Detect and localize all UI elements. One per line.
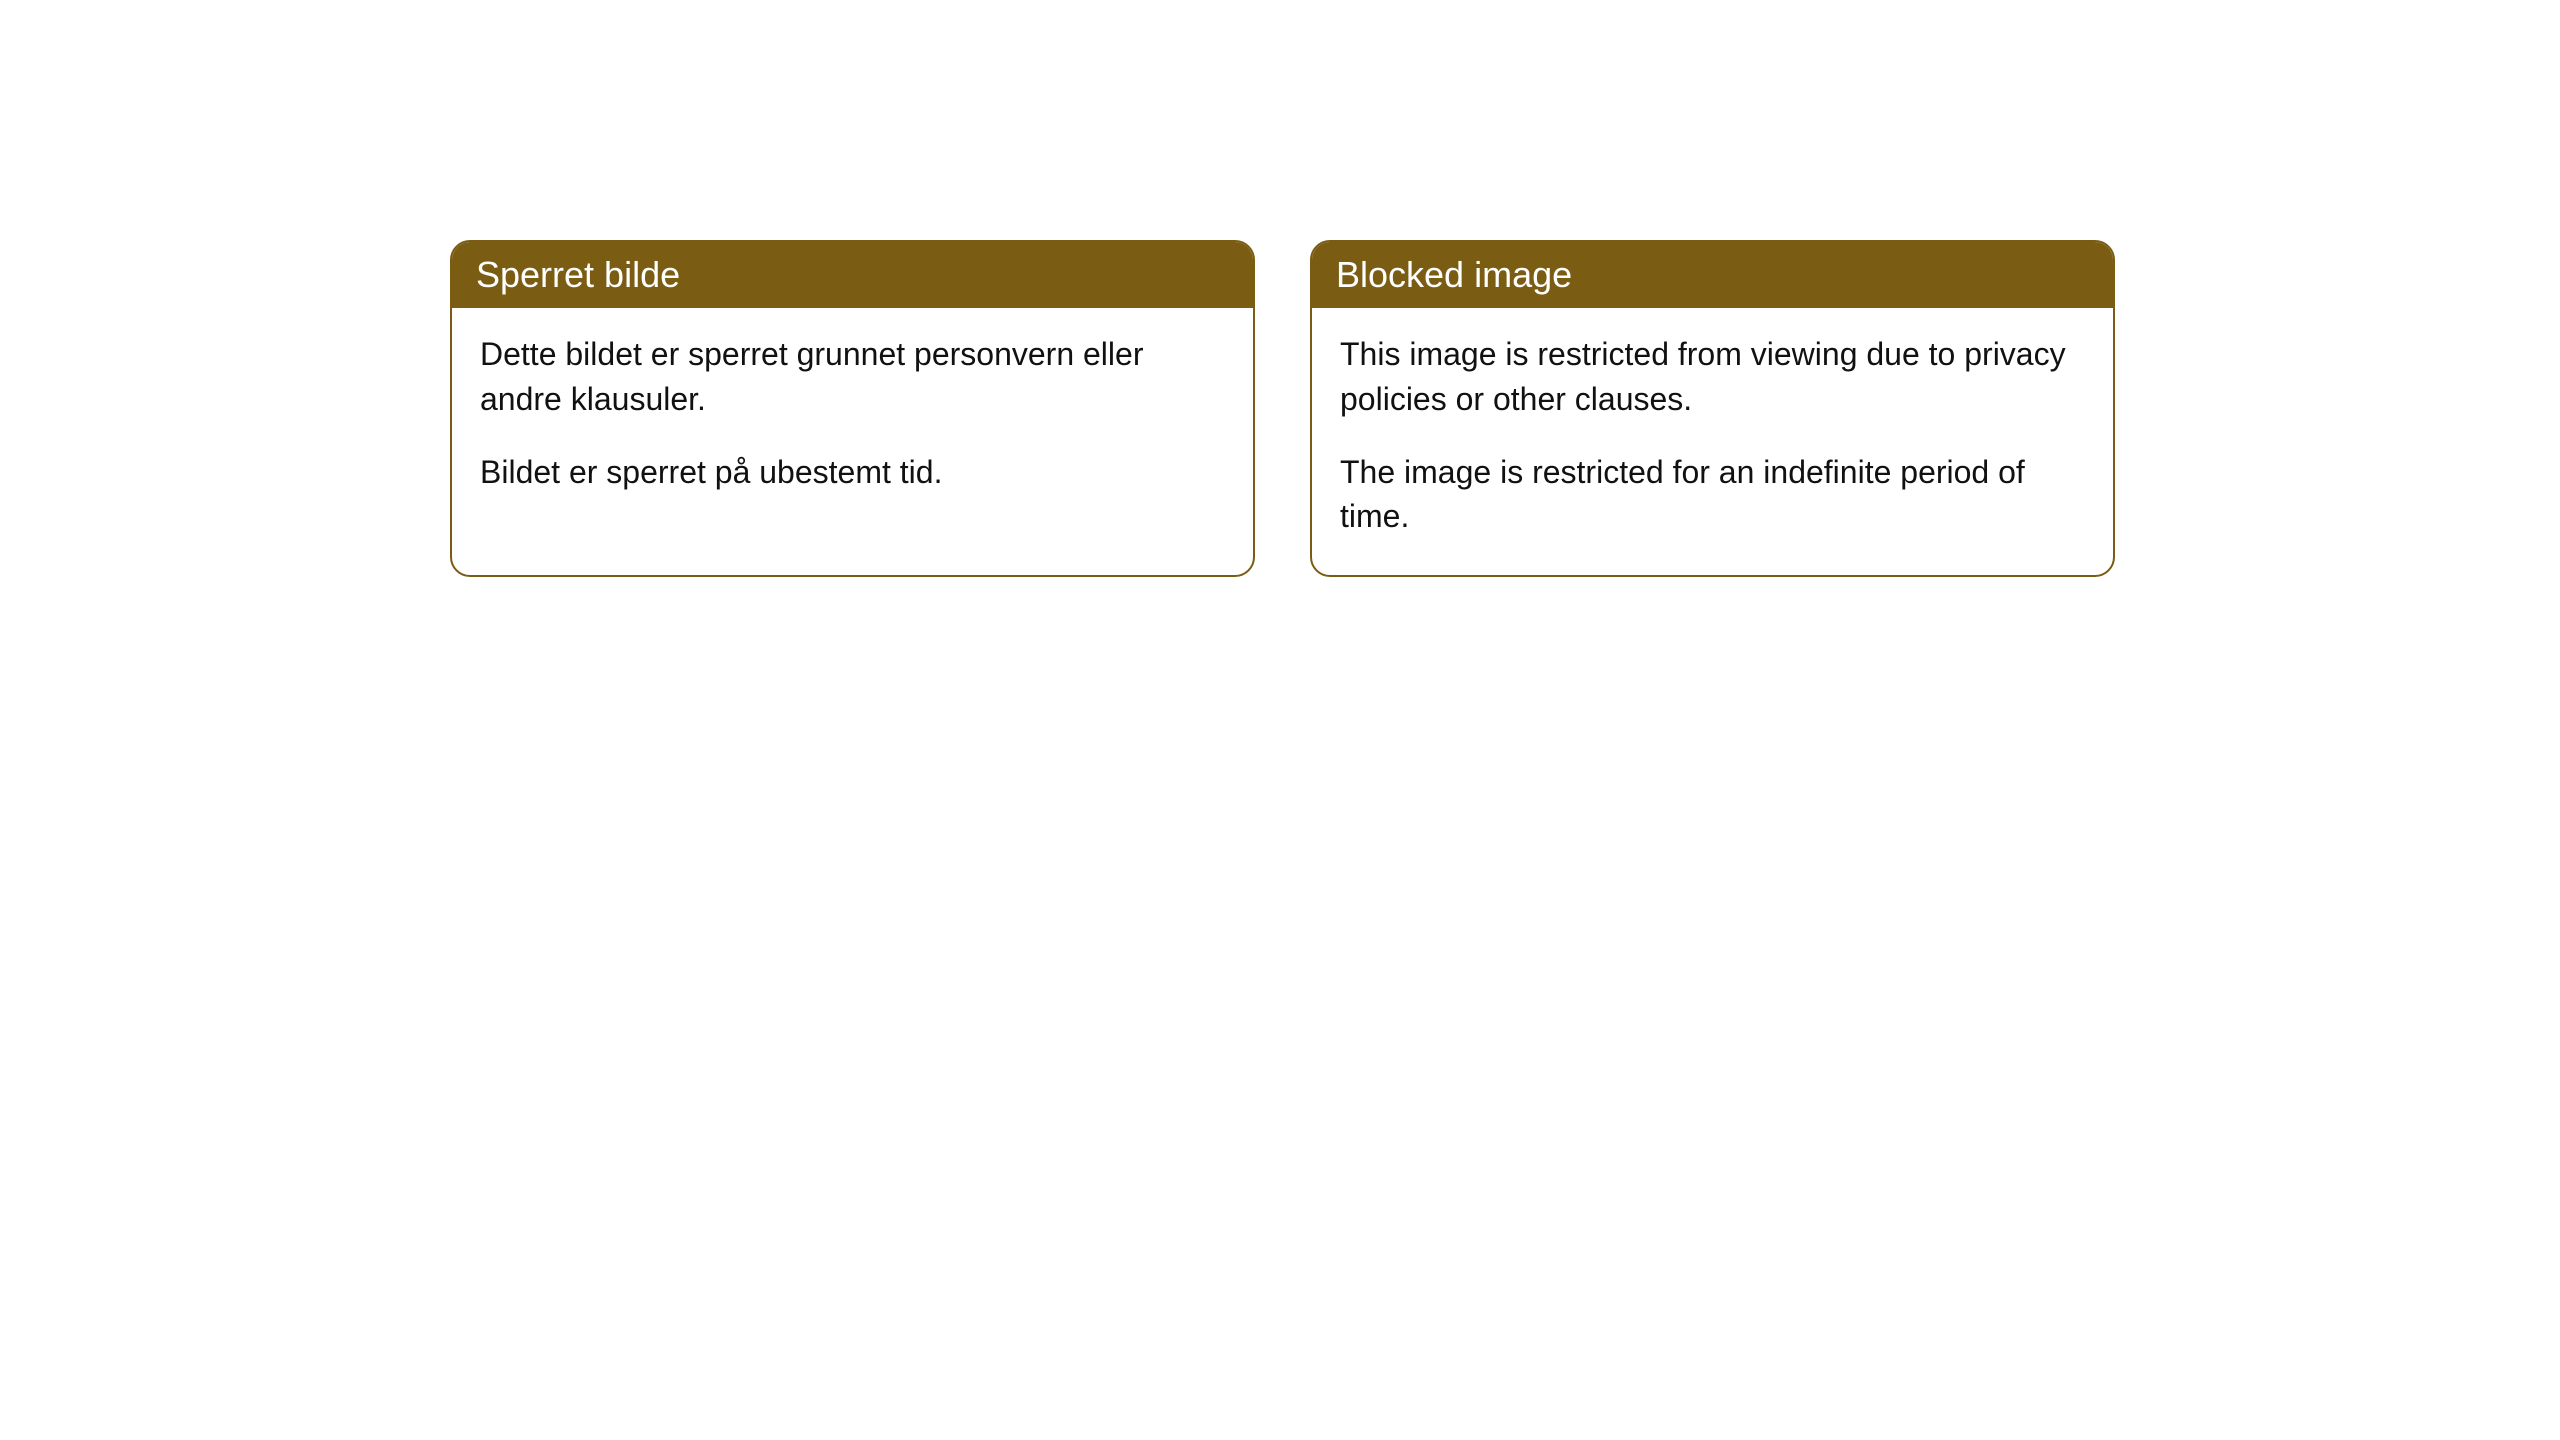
card-paragraph: Dette bildet er sperret grunnet personve…: [480, 332, 1225, 422]
card-paragraph: Bildet er sperret på ubestemt tid.: [480, 450, 1225, 495]
blocked-image-card-english: Blocked image This image is restricted f…: [1310, 240, 2115, 577]
card-paragraph: This image is restricted from viewing du…: [1340, 332, 2085, 422]
card-title: Sperret bilde: [452, 242, 1253, 308]
notice-cards-container: Sperret bilde Dette bildet er sperret gr…: [450, 240, 2115, 577]
card-title: Blocked image: [1312, 242, 2113, 308]
card-body: Dette bildet er sperret grunnet personve…: [452, 308, 1253, 530]
card-paragraph: The image is restricted for an indefinit…: [1340, 450, 2085, 540]
card-body: This image is restricted from viewing du…: [1312, 308, 2113, 575]
blocked-image-card-norwegian: Sperret bilde Dette bildet er sperret gr…: [450, 240, 1255, 577]
